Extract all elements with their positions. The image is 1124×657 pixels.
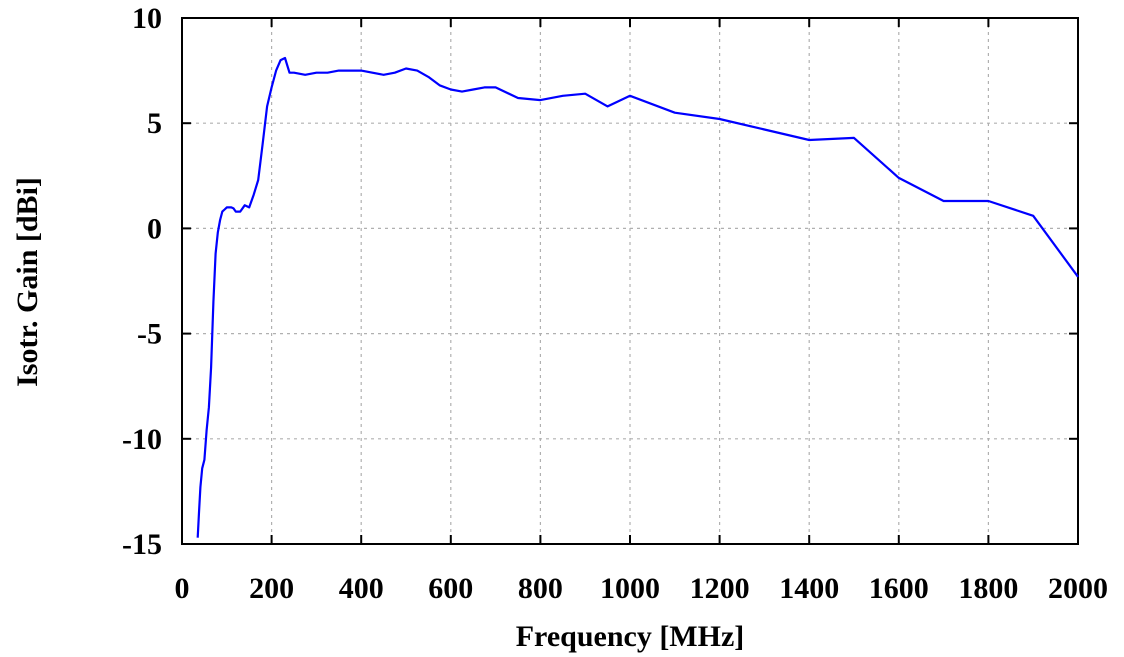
x-tick-label: 1400 bbox=[779, 572, 839, 605]
x-axis-title: Frequency [MHz] bbox=[516, 620, 745, 653]
x-tick-label: 600 bbox=[428, 572, 473, 605]
gain-series-line bbox=[196, 56, 1079, 538]
x-tick-label: 800 bbox=[518, 572, 563, 605]
y-tick-label: -15 bbox=[122, 528, 162, 561]
x-tick-label: 1800 bbox=[958, 572, 1018, 605]
x-tick-label: 200 bbox=[249, 572, 294, 605]
grid bbox=[182, 18, 1078, 544]
y-tick-label: -10 bbox=[122, 423, 162, 456]
x-tick-label: 400 bbox=[339, 572, 384, 605]
y-tick-label: 0 bbox=[147, 212, 162, 245]
y-axis-title: Isotr. Gain [dBi] bbox=[11, 177, 44, 387]
y-tick-label: 5 bbox=[147, 107, 162, 140]
x-tick-label: 2000 bbox=[1048, 572, 1108, 605]
x-tick-label: 1600 bbox=[869, 572, 929, 605]
axis-ticks bbox=[181, 17, 1079, 545]
y-tick-label: -5 bbox=[137, 318, 162, 351]
x-tick-label: 1200 bbox=[690, 572, 750, 605]
x-tick-label: 1000 bbox=[600, 572, 660, 605]
y-tick-label: 10 bbox=[132, 2, 162, 35]
x-tick-label: 0 bbox=[175, 572, 190, 605]
